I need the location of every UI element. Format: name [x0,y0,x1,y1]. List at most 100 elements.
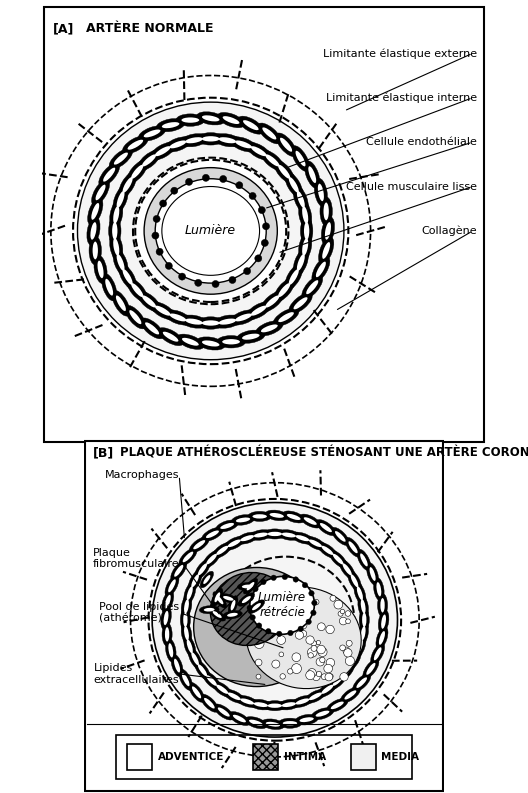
Ellipse shape [164,310,192,325]
Ellipse shape [238,582,257,591]
Ellipse shape [219,594,238,603]
Ellipse shape [194,661,211,680]
Ellipse shape [246,587,361,688]
Ellipse shape [357,550,371,571]
Circle shape [271,575,276,580]
Ellipse shape [131,165,143,178]
Ellipse shape [222,339,240,344]
Ellipse shape [103,167,115,182]
Ellipse shape [249,719,263,726]
Ellipse shape [202,136,220,141]
Ellipse shape [316,711,329,717]
Text: Plaque
fibromusculaire: Plaque fibromusculaire [92,548,179,569]
Ellipse shape [181,595,192,618]
Ellipse shape [285,172,303,197]
Ellipse shape [117,191,125,208]
Ellipse shape [291,532,314,544]
Ellipse shape [347,648,362,669]
Ellipse shape [216,520,239,532]
Ellipse shape [312,256,330,282]
Circle shape [195,279,202,286]
Ellipse shape [263,701,287,711]
Circle shape [317,646,325,654]
Ellipse shape [293,186,308,213]
Ellipse shape [184,626,189,641]
Ellipse shape [285,264,303,290]
Ellipse shape [361,626,365,641]
Ellipse shape [302,206,308,224]
Ellipse shape [169,313,186,321]
Ellipse shape [196,132,225,145]
Text: MEDIA: MEDIA [381,752,419,762]
Ellipse shape [142,296,156,308]
Ellipse shape [380,598,385,612]
Ellipse shape [129,310,142,324]
Ellipse shape [174,565,183,577]
Circle shape [250,615,256,620]
Ellipse shape [164,136,192,152]
Ellipse shape [333,675,343,686]
Text: [B]: [B] [92,446,114,460]
Ellipse shape [179,548,197,566]
Text: [A]: [A] [53,22,74,35]
Ellipse shape [246,142,271,160]
Ellipse shape [202,115,220,121]
Ellipse shape [233,714,246,722]
Ellipse shape [316,519,336,535]
Ellipse shape [240,535,254,541]
Ellipse shape [358,622,369,645]
Ellipse shape [218,113,245,128]
Ellipse shape [204,698,215,708]
Ellipse shape [374,647,382,661]
Ellipse shape [283,721,297,726]
Ellipse shape [291,695,314,707]
Text: PLAQUE ATHÉROSCLÉREUSE STÉNOSANT UNE ARTÈRE CORONAIRE: PLAQUE ATHÉROSCLÉREUSE STÉNOSANT UNE ART… [120,446,528,460]
Ellipse shape [360,554,367,566]
Ellipse shape [261,150,284,170]
Ellipse shape [198,563,207,575]
Ellipse shape [298,232,312,261]
Ellipse shape [212,542,232,558]
Text: Lipides
extracellulaires: Lipides extracellulaires [93,663,179,684]
Ellipse shape [180,133,209,147]
Ellipse shape [298,201,312,229]
Ellipse shape [223,596,233,600]
Ellipse shape [200,694,219,712]
Ellipse shape [296,535,309,541]
Circle shape [285,603,293,611]
Ellipse shape [302,238,308,255]
Ellipse shape [274,160,295,183]
Ellipse shape [305,689,326,703]
Circle shape [308,653,314,658]
Ellipse shape [109,216,121,245]
Ellipse shape [150,301,176,320]
Ellipse shape [216,335,246,348]
Ellipse shape [181,608,191,631]
FancyBboxPatch shape [44,6,484,442]
Ellipse shape [242,584,253,588]
Text: Limitante élastique externe: Limitante élastique externe [323,48,477,59]
Circle shape [328,674,333,679]
Ellipse shape [248,600,265,614]
Circle shape [272,660,280,668]
Ellipse shape [236,518,250,523]
Ellipse shape [168,580,176,592]
Ellipse shape [214,704,234,720]
Ellipse shape [212,588,223,607]
Ellipse shape [194,568,320,687]
Circle shape [293,577,298,582]
Ellipse shape [293,249,308,276]
Circle shape [279,652,284,657]
Ellipse shape [376,626,388,649]
Ellipse shape [162,623,172,646]
Circle shape [340,672,348,681]
Circle shape [324,665,333,673]
Ellipse shape [249,530,272,540]
Ellipse shape [162,591,174,613]
Ellipse shape [202,527,223,542]
Ellipse shape [320,197,333,226]
Circle shape [318,647,327,657]
Ellipse shape [155,146,171,156]
Ellipse shape [281,533,296,538]
Ellipse shape [145,322,159,335]
